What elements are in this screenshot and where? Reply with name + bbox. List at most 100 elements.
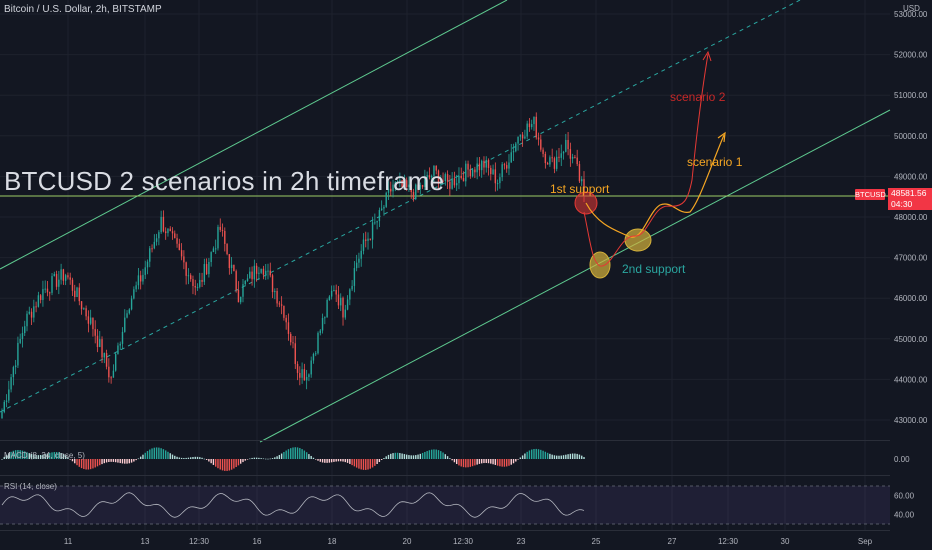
macd-bar: [114, 459, 117, 463]
time-axis-separator: [0, 530, 890, 531]
candle-body: [349, 289, 351, 300]
macd-bar: [301, 449, 303, 459]
macd-bar: [310, 455, 312, 459]
time-tick-label: 16: [253, 537, 262, 546]
candle-body: [392, 184, 394, 192]
candle-body: [419, 184, 422, 190]
macd-bar: [321, 459, 324, 463]
macd-bar: [335, 459, 337, 462]
macd-bar: [142, 454, 144, 459]
macd-bar: [151, 448, 153, 459]
macd-bar: [199, 457, 201, 459]
candle-body: [224, 230, 226, 244]
candle-body: [117, 345, 119, 355]
macd-bar: [194, 456, 196, 459]
channel-midline: [0, 0, 801, 413]
macd-bar: [278, 454, 281, 459]
macd-bar: [271, 458, 274, 459]
macd-bar: [326, 459, 328, 463]
macd-bar: [53, 452, 55, 459]
price-tick-label: 50000.00: [894, 132, 928, 141]
candle-body: [135, 285, 137, 290]
candle-body: [544, 153, 547, 164]
macd-bar: [269, 458, 271, 460]
macd-bar: [346, 459, 349, 463]
candle-body: [230, 264, 233, 269]
macd-bar: [478, 459, 481, 464]
candle-body: [430, 175, 433, 178]
candle-body: [92, 317, 94, 330]
macd-bar: [62, 454, 65, 459]
candle-body: [380, 208, 383, 211]
rsi-label[interactable]: RSI (14, close): [4, 482, 57, 491]
candle-body: [358, 258, 360, 263]
symbol-title[interactable]: Bitcoin / U.S. Dollar, 2h, BITSTAMP: [4, 4, 162, 15]
candle-body: [235, 271, 237, 291]
macd-bar: [508, 459, 510, 466]
rsi-pane-separator: [0, 475, 890, 476]
candle-body: [583, 179, 585, 194]
candle-body: [62, 269, 65, 281]
time-tick-label: 20: [403, 537, 412, 546]
candle-body: [274, 290, 276, 293]
candle-body: [267, 270, 269, 272]
macd-bar: [405, 454, 408, 459]
candle-body: [330, 290, 333, 297]
candle-body: [421, 184, 424, 187]
macd-bar: [496, 459, 499, 466]
candle-body: [64, 275, 67, 281]
macd-bar: [215, 459, 217, 467]
candle-body: [99, 339, 101, 347]
candle-body: [324, 317, 326, 319]
candle-body: [133, 289, 135, 299]
candle-body: [492, 169, 494, 175]
channel-lower-line: [259, 109, 891, 443]
macd-bar: [353, 459, 356, 467]
candle-body: [121, 331, 124, 344]
candle-body: [201, 279, 203, 282]
macd-bar: [174, 455, 176, 459]
macd-bar: [26, 452, 28, 459]
candle-body: [460, 175, 462, 178]
candle-body: [299, 372, 301, 378]
candle-body: [337, 294, 340, 306]
candle-body: [374, 222, 376, 224]
macd-bar: [205, 459, 208, 460]
candle-body: [378, 210, 381, 222]
candle-body: [521, 134, 524, 139]
candle-body: [228, 254, 231, 269]
macd-bar: [365, 459, 367, 470]
candle-body: [205, 264, 208, 275]
macd-bar: [196, 456, 199, 459]
time-tick-label: 18: [328, 537, 337, 546]
scenario-2-path: [583, 53, 709, 267]
macd-bar: [419, 453, 422, 459]
macd-bar: [453, 459, 456, 463]
macd-bar: [578, 454, 581, 459]
macd-bar: [483, 459, 485, 464]
macd-bar: [467, 459, 469, 468]
macd-bar: [446, 456, 449, 459]
candle-body: [196, 286, 199, 288]
candle-body: [76, 287, 78, 298]
candle-body: [449, 181, 451, 189]
macd-bar: [3, 456, 5, 459]
price-axis: 43000.00 44000.00 45000.00 46000.00 47000.00…: [894, 10, 928, 425]
candle-body: [494, 169, 497, 184]
macd-bar: [14, 450, 17, 459]
symbol-price-tag: BTCUSD: [855, 189, 886, 200]
macd-bar: [317, 459, 319, 461]
macd-bar: [55, 451, 58, 459]
macd-bar: [258, 457, 260, 459]
candle-body: [35, 306, 37, 308]
macd-bar: [512, 459, 515, 464]
candle-body: [142, 274, 144, 282]
candle-body: [408, 184, 410, 188]
candle-body: [271, 275, 274, 293]
macd-label[interactable]: MACD (8, 34, close, 5): [4, 451, 85, 460]
macd-bar: [167, 451, 169, 459]
candle-body: [451, 178, 453, 189]
idea-title: BTCUSD 2 scenarios in 2h timeframe: [4, 166, 445, 196]
macd-bar: [162, 449, 165, 459]
macd-bar: [531, 449, 533, 459]
